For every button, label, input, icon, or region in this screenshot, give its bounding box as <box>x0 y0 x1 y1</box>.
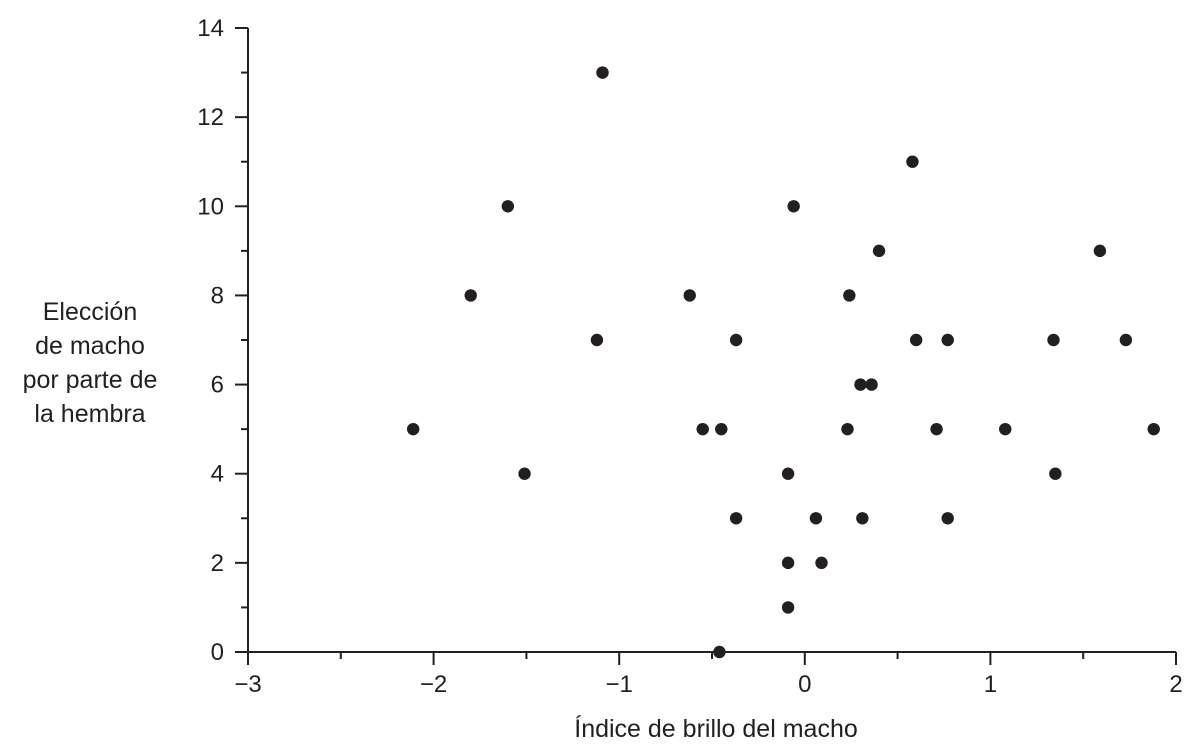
y-tick-label: 10 <box>197 193 224 220</box>
data-point <box>841 422 854 436</box>
data-point <box>815 556 828 570</box>
data-point <box>518 467 531 480</box>
x-tick-label: 1 <box>984 671 997 698</box>
data-point <box>715 422 728 436</box>
data-point <box>464 289 477 302</box>
data-point <box>854 378 867 391</box>
y-tick-label: 12 <box>197 104 224 131</box>
y-axis-ticks: 0 2 4 6 8 10 12 14 <box>197 15 248 666</box>
axes <box>247 28 1176 653</box>
data-point <box>1119 333 1133 347</box>
x-tick-label: −3 <box>234 671 261 698</box>
y-axis-title-line: Elección <box>43 298 138 326</box>
data-point <box>729 512 743 525</box>
y-tick-label: 8 <box>211 282 224 309</box>
y-tick-label: 4 <box>211 461 224 488</box>
x-axis-ticks: −3 −2 −1 0 1 2 <box>234 652 1183 698</box>
y-axis-title: Elección de macho por parte de la hembra <box>23 298 158 428</box>
data-point <box>856 512 869 525</box>
x-tick-label: 2 <box>1169 671 1182 698</box>
data-point <box>930 422 943 436</box>
data-point <box>941 512 954 525</box>
y-axis-title-line: la hembra <box>34 400 145 428</box>
data-point <box>809 512 823 525</box>
data-point <box>1049 467 1062 480</box>
y-axis-title-line: por parte de <box>23 366 158 394</box>
data-point <box>1147 422 1160 436</box>
y-tick-label: 6 <box>211 372 224 399</box>
y-tick-label: 0 <box>211 639 224 666</box>
y-tick-label: 14 <box>197 15 224 42</box>
data-point <box>865 378 878 391</box>
data-point <box>683 289 696 302</box>
data-point <box>713 645 726 659</box>
data-point <box>781 467 795 480</box>
data-point <box>941 333 954 347</box>
x-axis-title: Índice de brillo del macho <box>574 714 858 743</box>
data-point <box>1047 333 1060 347</box>
data-point <box>501 200 515 213</box>
data-point <box>781 556 795 570</box>
data-point <box>872 244 886 258</box>
y-tick-label: 2 <box>211 550 224 577</box>
data-point <box>906 155 919 168</box>
x-tick-label: −1 <box>606 671 633 698</box>
y-axis-title-line: de macho <box>35 332 145 360</box>
data-point <box>781 601 795 614</box>
data-point <box>843 289 856 302</box>
data-point <box>596 66 609 79</box>
data-points <box>406 66 1160 659</box>
data-point <box>590 333 604 347</box>
data-point <box>729 333 743 347</box>
data-point <box>909 333 923 347</box>
data-point <box>1093 244 1107 258</box>
x-tick-label: −2 <box>420 671 447 698</box>
data-point <box>999 422 1012 436</box>
x-tick-label: 0 <box>798 671 811 698</box>
data-point <box>787 200 800 213</box>
data-point <box>406 422 420 436</box>
data-point <box>696 422 709 436</box>
